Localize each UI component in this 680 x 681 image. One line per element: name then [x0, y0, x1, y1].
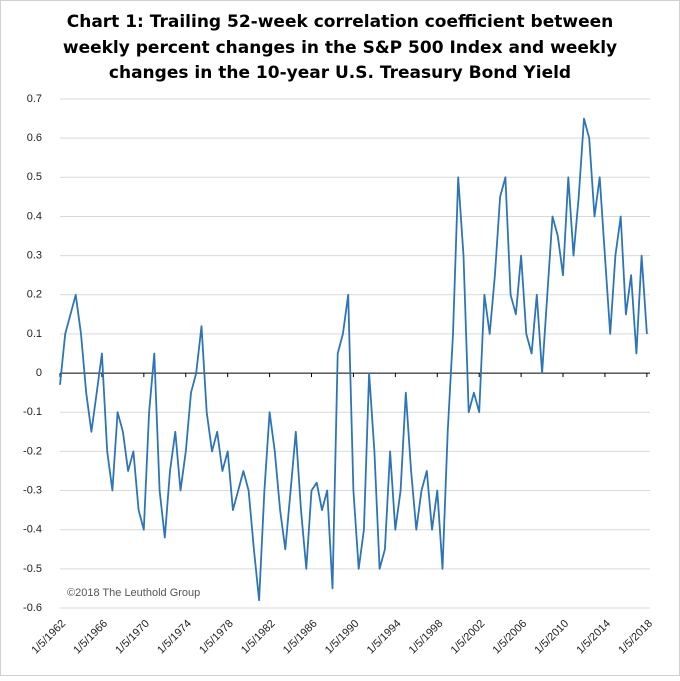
annotation: ©2018 The Leuthold Group: [67, 587, 200, 599]
y-tick-label: 0.6: [27, 132, 42, 144]
y-tick-label: -0.6: [23, 602, 42, 614]
y-tick-label: -0.5: [23, 563, 42, 575]
y-tick-label: -0.2: [23, 445, 42, 457]
y-tick-label: 0.3: [27, 250, 42, 262]
y-tick-label: 0.1: [27, 328, 42, 340]
chart-title: changes in the 10-year U.S. Treasury Bon…: [109, 63, 571, 83]
y-tick-label: 0.2: [27, 289, 42, 301]
chart-title: Chart 1: Trailing 52-week correlation co…: [67, 12, 614, 32]
data-line: [59, 117, 648, 602]
y-tick-label: 0.4: [27, 210, 42, 222]
y-tick-label: 0.5: [27, 171, 42, 183]
chart-title: weekly percent changes in the S&P 500 In…: [63, 38, 617, 58]
y-tick-label: -0.4: [23, 524, 42, 536]
y-tick-label: 0.7: [27, 93, 42, 105]
y-tick-label: -0.1: [23, 406, 42, 418]
y-tick-label: 0: [36, 367, 42, 379]
y-tick-label: -0.3: [23, 484, 42, 496]
